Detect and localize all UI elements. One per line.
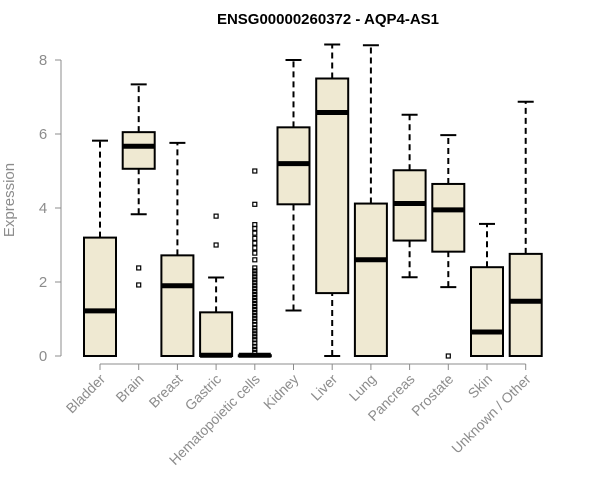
outlier-point bbox=[252, 334, 258, 340]
outlier-point bbox=[252, 306, 258, 312]
x-tick-label: Prostate bbox=[408, 371, 456, 419]
y-axis: 0 2 4 6 8 bbox=[39, 52, 62, 365]
box-iqr bbox=[470, 266, 504, 358]
x-tick-label: Liver bbox=[308, 371, 341, 404]
box-iqr bbox=[121, 131, 156, 170]
outlier-point bbox=[252, 240, 258, 246]
outlier-point bbox=[252, 280, 258, 286]
box-gastric bbox=[199, 213, 234, 358]
outlier-point bbox=[136, 282, 142, 288]
outlier-point bbox=[252, 349, 258, 355]
y-tick-label: 4 bbox=[39, 200, 47, 217]
box-iqr bbox=[431, 182, 466, 253]
box-iqr bbox=[160, 254, 195, 357]
box-lung bbox=[353, 44, 388, 357]
x-tick-label: Bladder bbox=[63, 371, 109, 417]
outlier-point bbox=[252, 222, 258, 228]
outlier-point bbox=[252, 230, 258, 236]
y-tick-label: 0 bbox=[39, 348, 47, 365]
outlier-point bbox=[252, 315, 258, 321]
outlier-point bbox=[213, 213, 219, 219]
x-tick-label: Lung bbox=[346, 371, 379, 404]
box-iqr bbox=[508, 252, 543, 358]
outlier-point bbox=[252, 257, 258, 263]
outlier-point bbox=[252, 300, 258, 307]
outlier-point bbox=[252, 274, 258, 280]
outlier-point bbox=[252, 289, 258, 295]
outlier-point bbox=[252, 265, 258, 271]
x-tick-label: Breast bbox=[146, 371, 186, 411]
y-tick-label: 8 bbox=[39, 52, 47, 69]
box-iqr bbox=[353, 202, 388, 357]
boxes-group bbox=[83, 43, 543, 359]
outlier-point bbox=[252, 286, 258, 292]
box-kidney bbox=[276, 59, 311, 312]
outlier-point bbox=[252, 328, 258, 334]
outlier-point bbox=[252, 201, 258, 207]
box-liver bbox=[315, 43, 350, 357]
outlier-point bbox=[213, 242, 219, 248]
box-iqr bbox=[199, 311, 234, 357]
box-pancreas bbox=[392, 113, 427, 279]
x-tick-label: Skin bbox=[465, 371, 496, 402]
outlier-point bbox=[252, 294, 258, 301]
outlier-point bbox=[252, 303, 258, 310]
outlier-point bbox=[252, 318, 258, 324]
y-axis-label: Expression bbox=[1, 163, 18, 237]
chart-title: ENSG00000260372 - AQP4-AS1 bbox=[217, 11, 439, 28]
outlier-point bbox=[252, 343, 258, 349]
box-iqr bbox=[83, 236, 117, 358]
box-hematopoietic-cells bbox=[237, 168, 272, 358]
outlier-point bbox=[252, 235, 258, 241]
outlier-point bbox=[252, 297, 258, 304]
outlier-point bbox=[252, 325, 258, 331]
outlier-point bbox=[252, 337, 258, 343]
outlier-point bbox=[252, 271, 258, 277]
outlier-point bbox=[252, 346, 258, 352]
outlier-point bbox=[252, 268, 258, 274]
y-tick-label: 2 bbox=[39, 274, 47, 291]
outlier-point bbox=[252, 331, 258, 337]
outlier-point bbox=[252, 168, 258, 174]
box-brain bbox=[121, 83, 156, 288]
box-skin bbox=[470, 222, 504, 358]
outlier-point bbox=[252, 312, 258, 318]
outlier-point bbox=[252, 340, 258, 346]
outlier-point bbox=[252, 277, 258, 283]
outlier-point bbox=[252, 321, 258, 328]
x-tick-label: Brain bbox=[112, 371, 146, 405]
box-prostate bbox=[431, 134, 466, 359]
box-bladder bbox=[83, 139, 117, 358]
outlier-point bbox=[252, 283, 258, 289]
box-breast bbox=[160, 141, 195, 357]
y-tick-label: 6 bbox=[39, 126, 47, 143]
outlier-point bbox=[252, 309, 258, 315]
outlier-point bbox=[136, 265, 142, 271]
box-unknown-other bbox=[508, 100, 543, 358]
outlier-point bbox=[252, 250, 258, 256]
x-tick-label: Kidney bbox=[260, 371, 302, 413]
outlier-point bbox=[445, 353, 451, 359]
outlier-point bbox=[252, 245, 258, 251]
outlier-point bbox=[252, 291, 258, 298]
